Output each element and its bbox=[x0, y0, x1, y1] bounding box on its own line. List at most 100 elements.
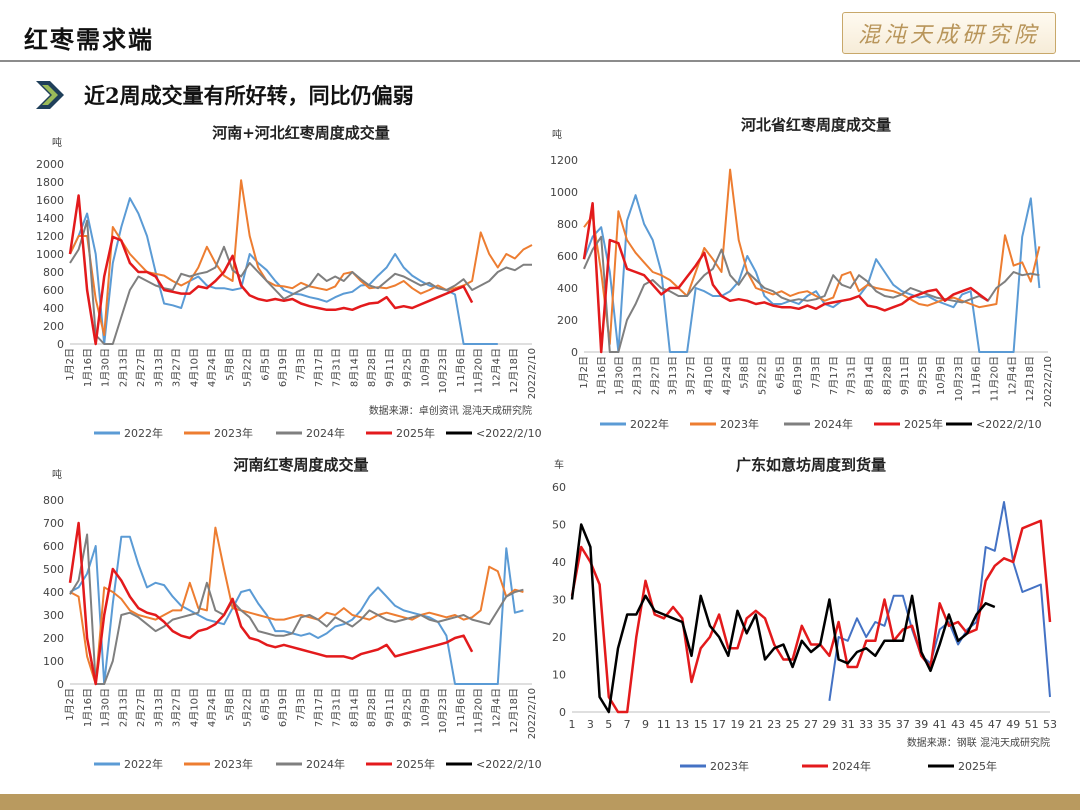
legend-label: 2024年 bbox=[306, 426, 345, 440]
footer-bar bbox=[0, 794, 1080, 810]
x-tick-label: 49 bbox=[1006, 718, 1020, 731]
y-tick-label: 1600 bbox=[36, 194, 64, 207]
x-tick-label: 3月27日 bbox=[685, 356, 697, 395]
x-tick-label: 21 bbox=[749, 718, 763, 731]
x-tick-label: 6月5日 bbox=[259, 688, 271, 721]
series-line bbox=[69, 197, 498, 345]
x-tick-label: 37 bbox=[896, 718, 910, 731]
series-line bbox=[570, 523, 996, 714]
x-tick-label: 1月30日 bbox=[100, 348, 112, 387]
x-tick-label: 1 bbox=[569, 718, 576, 731]
x-tick-label: 10月9日 bbox=[935, 356, 947, 395]
series-line bbox=[583, 168, 1041, 345]
y-tick-label: 200 bbox=[43, 632, 64, 645]
x-tick-label: 35 bbox=[878, 718, 892, 731]
source-note: 数据来源：钢联 混沌天成研究院 bbox=[907, 736, 1050, 749]
x-tick-label: 41 bbox=[933, 718, 947, 731]
y-tick-label: 800 bbox=[557, 218, 578, 231]
x-tick-label: 23 bbox=[767, 718, 781, 731]
legend-label: <2022/2/10 bbox=[976, 418, 1042, 431]
x-tick-label: 1月30日 bbox=[100, 688, 112, 727]
y-tick-label: 100 bbox=[43, 655, 64, 668]
x-tick-label: 29 bbox=[822, 718, 836, 731]
x-tick-label: 3月27日 bbox=[171, 348, 183, 387]
x-tick-label: 9月25日 bbox=[917, 356, 929, 395]
y-tick-label: 0 bbox=[559, 706, 566, 719]
x-tick-label: 25 bbox=[786, 718, 800, 731]
x-tick-label: 5 bbox=[605, 718, 612, 731]
series-line bbox=[68, 521, 474, 686]
series-line bbox=[69, 179, 533, 336]
x-tick-label: 7月31日 bbox=[331, 348, 343, 387]
legend-label: 2022年 bbox=[124, 426, 163, 440]
x-tick-label: 11 bbox=[657, 718, 671, 731]
x-tick-label: 5月8日 bbox=[739, 356, 751, 389]
series-line bbox=[68, 194, 474, 346]
x-tick-label: 17 bbox=[712, 718, 726, 731]
x-tick-label: 6月5日 bbox=[774, 356, 786, 389]
x-tick-label: 11月20日 bbox=[473, 348, 485, 393]
x-tick-label: 6月19日 bbox=[277, 688, 289, 727]
x-tick-label: 1月16日 bbox=[82, 348, 94, 387]
header-divider bbox=[0, 60, 1080, 62]
x-tick-label: 2月27日 bbox=[135, 348, 147, 387]
y-tick-label: 1200 bbox=[36, 230, 64, 243]
x-tick-label: 11月6日 bbox=[971, 356, 983, 395]
y-tick-label: 20 bbox=[552, 631, 566, 644]
x-tick-label: 3 bbox=[587, 718, 594, 731]
legend-label: 2024年 bbox=[814, 417, 853, 431]
x-tick-label: 7月31日 bbox=[331, 688, 343, 727]
x-tick-label: 4月10日 bbox=[188, 348, 200, 387]
legend-label: 2023年 bbox=[710, 759, 749, 773]
x-tick-label: 2月27日 bbox=[135, 688, 147, 727]
x-tick-label: 7月17日 bbox=[828, 356, 840, 395]
y-tick-label: 700 bbox=[43, 517, 64, 530]
y-tick-label: 0 bbox=[57, 678, 64, 691]
y-axis-unit: 吨 bbox=[52, 136, 62, 149]
x-tick-label: 15 bbox=[694, 718, 708, 731]
legend-label: 2022年 bbox=[630, 417, 669, 431]
x-tick-label: 9月25日 bbox=[402, 688, 414, 727]
x-tick-label: 2月13日 bbox=[117, 688, 129, 727]
legend-label: <2022/2/10 bbox=[476, 758, 542, 771]
page-title: 红枣需求端 bbox=[24, 25, 154, 54]
x-tick-label: 6月5日 bbox=[259, 348, 271, 381]
x-tick-label: 11月6日 bbox=[455, 688, 467, 727]
header: 红枣需求端 混沌天成研究院 bbox=[0, 0, 1080, 62]
y-tick-label: 1800 bbox=[36, 176, 64, 189]
x-tick-label: 9 bbox=[642, 718, 649, 731]
x-tick-label: 4月24日 bbox=[206, 688, 218, 727]
series-line bbox=[828, 501, 1051, 701]
series-line bbox=[69, 526, 524, 685]
chart-title: 河南红枣周度成交量 bbox=[233, 456, 368, 474]
x-tick-label: 51 bbox=[1025, 718, 1039, 731]
x-tick-label: 8月14日 bbox=[348, 688, 360, 727]
legend-label: 2025年 bbox=[396, 757, 435, 771]
x-tick-label: 12月18日 bbox=[508, 688, 520, 733]
x-tick-label: 5月22日 bbox=[756, 356, 768, 395]
legend-label: <2022/2/10 bbox=[476, 427, 542, 440]
x-tick-label: 12月18日 bbox=[1024, 356, 1036, 401]
x-tick-label: 53 bbox=[1043, 718, 1057, 731]
x-tick-label: 7月31日 bbox=[846, 356, 858, 395]
legend-label: 2025年 bbox=[958, 759, 997, 773]
x-tick-label: 3月13日 bbox=[153, 688, 165, 727]
legend-label: 2023年 bbox=[214, 757, 253, 771]
y-tick-label: 30 bbox=[552, 594, 566, 607]
y-tick-label: 400 bbox=[43, 586, 64, 599]
x-tick-label: 9月11日 bbox=[384, 688, 396, 727]
y-tick-label: 2000 bbox=[36, 158, 64, 171]
x-tick-label: 6月19日 bbox=[277, 348, 289, 387]
y-tick-label: 1200 bbox=[550, 154, 578, 167]
x-tick-label: 13 bbox=[675, 718, 689, 731]
x-tick-label: 27 bbox=[804, 718, 818, 731]
section-subtitle: 近2周成交量有所好转，同比仍偏弱 bbox=[84, 83, 414, 108]
chart-henan-hebei-volume: 河南+河北红枣周度成交量吨 0 200 400 600 800 1000 1200 1400 16… bbox=[14, 116, 544, 454]
y-tick-label: 0 bbox=[571, 346, 578, 359]
source-note: 数据来源：卓创资讯 混沌天成研究院 bbox=[369, 404, 532, 417]
legend-label: 2025年 bbox=[904, 417, 943, 431]
chart-guangdong-arrivals: 广东如意坊周度到货量车 0 10 20 30 40 50 60 1 3 5 7 9 11 13 15 17 19 2… bbox=[540, 450, 1066, 788]
